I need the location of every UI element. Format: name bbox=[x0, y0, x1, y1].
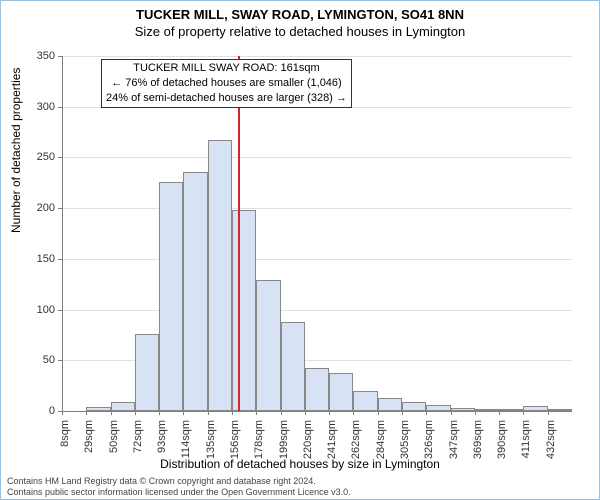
annotation-box: TUCKER MILL SWAY ROAD: 161sqm ← 76% of d… bbox=[101, 59, 352, 108]
y-tick-label: 200 bbox=[15, 202, 55, 214]
grid-line bbox=[62, 157, 572, 158]
histogram-bar bbox=[402, 402, 426, 411]
histogram-bar bbox=[353, 391, 377, 411]
x-tick-mark bbox=[378, 411, 379, 415]
y-tick-mark bbox=[58, 310, 62, 311]
y-tick-label: 250 bbox=[15, 151, 55, 163]
y-tick-label: 350 bbox=[15, 50, 55, 62]
x-tick-mark bbox=[329, 411, 330, 415]
plot-area bbox=[62, 56, 572, 411]
x-tick-mark bbox=[499, 411, 500, 415]
grid-line bbox=[62, 56, 572, 57]
histogram-bar bbox=[329, 373, 353, 411]
x-tick-mark bbox=[62, 411, 63, 415]
x-tick-mark bbox=[353, 411, 354, 415]
x-axis-label: Distribution of detached houses by size … bbox=[1, 457, 599, 471]
y-tick-label: 150 bbox=[15, 253, 55, 265]
annotation-line-3: 24% of semi-detached houses are larger (… bbox=[106, 91, 347, 106]
histogram-bar bbox=[523, 406, 547, 411]
reference-line bbox=[238, 56, 240, 411]
histogram-bar bbox=[256, 280, 280, 411]
x-tick-mark bbox=[183, 411, 184, 415]
grid-line bbox=[62, 310, 572, 311]
histogram-bar bbox=[378, 398, 402, 411]
histogram-bar bbox=[475, 409, 499, 411]
histogram-bar bbox=[135, 334, 159, 411]
histogram-bar bbox=[451, 408, 475, 411]
chart-title: TUCKER MILL, SWAY ROAD, LYMINGTON, SO41 … bbox=[1, 7, 599, 22]
y-tick-mark bbox=[58, 259, 62, 260]
y-axis-line bbox=[62, 56, 63, 411]
x-axis-line bbox=[62, 411, 572, 412]
x-tick-mark bbox=[305, 411, 306, 415]
footer-line-1: Contains HM Land Registry data © Crown c… bbox=[7, 476, 351, 486]
y-tick-mark bbox=[58, 360, 62, 361]
x-tick-mark bbox=[548, 411, 549, 415]
x-tick-mark bbox=[402, 411, 403, 415]
chart-container: TUCKER MILL, SWAY ROAD, LYMINGTON, SO41 … bbox=[0, 0, 600, 500]
x-tick-mark bbox=[232, 411, 233, 415]
histogram-bar bbox=[159, 182, 183, 411]
histogram-bar bbox=[232, 210, 256, 411]
histogram-bar bbox=[183, 172, 207, 411]
x-tick-mark bbox=[135, 411, 136, 415]
x-tick-mark bbox=[426, 411, 427, 415]
histogram-bar bbox=[86, 407, 110, 411]
histogram-bar bbox=[208, 140, 232, 411]
annotation-line-1: TUCKER MILL SWAY ROAD: 161sqm bbox=[106, 61, 347, 76]
x-tick-mark bbox=[86, 411, 87, 415]
y-tick-mark bbox=[58, 56, 62, 57]
histogram-bar bbox=[499, 409, 523, 411]
grid-line bbox=[62, 208, 572, 209]
x-tick-mark bbox=[281, 411, 282, 415]
x-tick-mark bbox=[451, 411, 452, 415]
y-tick-label: 100 bbox=[15, 304, 55, 316]
y-tick-label: 0 bbox=[15, 405, 55, 417]
y-tick-label: 300 bbox=[15, 101, 55, 113]
footer-line-2: Contains public sector information licen… bbox=[7, 487, 351, 497]
histogram-bar bbox=[111, 402, 135, 411]
histogram-bar bbox=[426, 405, 450, 411]
histogram-bar bbox=[305, 368, 329, 411]
y-tick-mark bbox=[58, 107, 62, 108]
chart-subtitle: Size of property relative to detached ho… bbox=[1, 24, 599, 39]
grid-line bbox=[62, 259, 572, 260]
x-tick-mark bbox=[111, 411, 112, 415]
y-tick-mark bbox=[58, 157, 62, 158]
x-tick-mark bbox=[256, 411, 257, 415]
y-tick-mark bbox=[58, 208, 62, 209]
annotation-line-2: ← 76% of detached houses are smaller (1,… bbox=[106, 76, 347, 91]
histogram-bar bbox=[548, 409, 572, 411]
x-tick-mark bbox=[523, 411, 524, 415]
x-tick-mark bbox=[475, 411, 476, 415]
y-tick-label: 50 bbox=[15, 354, 55, 366]
x-tick-mark bbox=[159, 411, 160, 415]
footer-attribution: Contains HM Land Registry data © Crown c… bbox=[7, 476, 351, 497]
x-tick-mark bbox=[208, 411, 209, 415]
histogram-bar bbox=[281, 322, 305, 411]
